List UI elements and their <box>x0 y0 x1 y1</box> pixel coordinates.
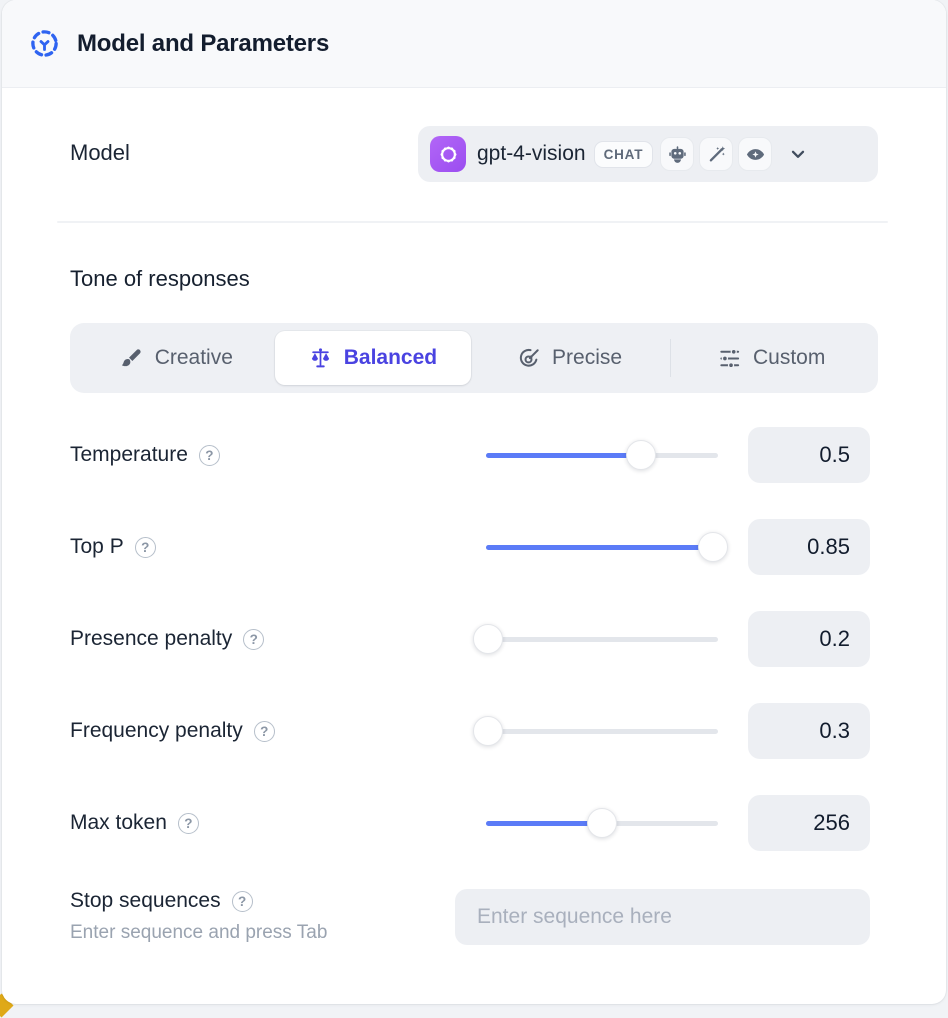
parameter-label: Temperature <box>70 443 188 466</box>
tone-section-title: Tone of responses <box>70 266 250 291</box>
slider-thumb[interactable] <box>473 716 504 746</box>
tab-custom[interactable]: Custom <box>673 331 870 385</box>
tab-creative[interactable]: Creative <box>78 331 275 385</box>
tab-label: Balanced <box>343 346 438 369</box>
wand-sparkles-icon <box>699 137 734 171</box>
help-icon[interactable]: ? <box>177 812 199 834</box>
parameter-row: Top P? 0.85 <box>2 519 946 575</box>
brush-icon <box>120 347 143 370</box>
slider-fill <box>486 453 642 458</box>
model-select-dropdown[interactable]: gpt-4-vision CHAT <box>418 126 878 182</box>
panel-header: Model and Parameters <box>2 0 946 88</box>
tab-label: Creative <box>154 346 233 369</box>
parameter-value[interactable]: 0.2 <box>748 611 870 667</box>
panel-title: Model and Parameters <box>77 29 330 57</box>
help-icon[interactable]: ? <box>231 890 253 912</box>
frequency-penalty-slider[interactable] <box>473 716 718 746</box>
slider-thumb[interactable] <box>473 624 504 654</box>
parameter-row: Temperature? 0.5 <box>2 427 946 483</box>
stop-sequence-input[interactable] <box>455 889 870 945</box>
assistant-robot-icon <box>660 137 695 171</box>
help-icon[interactable]: ? <box>243 628 265 650</box>
target-icon <box>517 347 540 370</box>
parameter-label: Presence penalty <box>70 627 233 650</box>
parameter-value[interactable]: 0.3 <box>748 703 870 759</box>
parameter-label: Max token <box>70 811 167 834</box>
tab-precise[interactable]: Precise <box>471 331 668 385</box>
slider-thumb[interactable] <box>626 440 657 470</box>
stop-sequences-label: Stop sequences <box>70 889 221 912</box>
parameter-value[interactable]: 0.5 <box>748 427 870 483</box>
tab-balanced[interactable]: Balanced <box>274 331 472 385</box>
parameter-row: Frequency penalty? 0.3 <box>2 703 946 759</box>
max-token-slider[interactable] <box>486 808 718 838</box>
parameter-value[interactable]: 256 <box>748 795 870 851</box>
parameter-label: Frequency penalty <box>70 719 243 742</box>
parameter-label: Top P <box>70 535 124 558</box>
section-divider <box>57 221 888 223</box>
vision-eye-icon <box>738 137 773 171</box>
presence-penalty-slider[interactable] <box>473 624 718 654</box>
chat-type-badge: CHAT <box>593 140 654 168</box>
tab-label: Custom <box>753 346 826 369</box>
slider-thumb[interactable] <box>698 532 729 562</box>
model-label: Model <box>70 140 130 165</box>
parameter-row: Presence penalty? 0.2 <box>2 611 946 667</box>
model-name: gpt-4-vision <box>477 142 586 165</box>
slider-track[interactable] <box>486 637 718 642</box>
slider-thumb[interactable] <box>587 808 617 838</box>
scale-icon <box>309 347 332 370</box>
slider-track[interactable] <box>486 729 718 734</box>
stop-sequences-helper: Enter sequence and press Tab <box>70 922 328 943</box>
parameter-row: Max token? 256 <box>2 795 946 851</box>
help-icon[interactable]: ? <box>134 536 156 558</box>
openai-logo-icon <box>430 136 466 172</box>
help-icon[interactable]: ? <box>198 444 220 466</box>
parameter-value[interactable]: 0.85 <box>748 519 870 575</box>
sliders-icon <box>718 347 741 370</box>
slider-fill <box>486 821 602 826</box>
slider-fill <box>486 545 714 550</box>
top-p-slider[interactable] <box>486 532 729 562</box>
stop-sequences-label-block: Stop sequences ? Enter sequence and pres… <box>70 889 327 944</box>
help-icon[interactable]: ? <box>253 720 275 742</box>
tab-label: Precise <box>552 346 623 369</box>
temperature-slider[interactable] <box>486 440 718 470</box>
model-cube-icon <box>29 28 60 59</box>
tab-divider <box>669 339 672 377</box>
tone-tabbar: Creative Balanced Precise Custom <box>70 323 878 393</box>
chevron-down-icon[interactable] <box>786 142 810 166</box>
